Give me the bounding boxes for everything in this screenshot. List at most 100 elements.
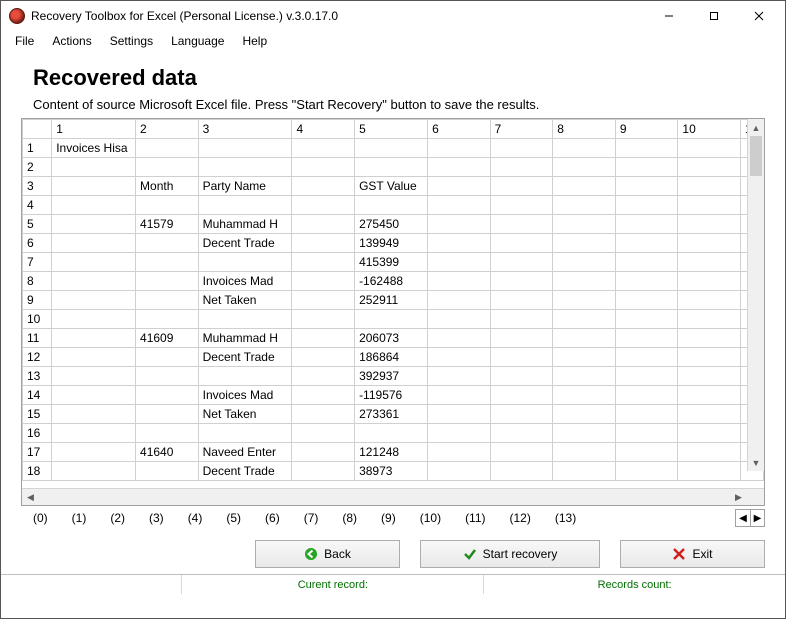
cell[interactable] (428, 424, 491, 443)
row-header[interactable]: 6 (23, 234, 52, 253)
cell[interactable] (428, 158, 491, 177)
cell[interactable] (198, 158, 292, 177)
cell[interactable] (136, 196, 199, 215)
cell[interactable] (615, 215, 678, 234)
cell[interactable] (678, 367, 741, 386)
cell[interactable] (292, 424, 355, 443)
menu-actions[interactable]: Actions (44, 32, 99, 50)
cell[interactable] (615, 329, 678, 348)
cell[interactable] (198, 424, 292, 443)
row-header[interactable]: 2 (23, 158, 52, 177)
cell[interactable]: 121248 (355, 443, 428, 462)
row-header[interactable]: 9 (23, 291, 52, 310)
cell[interactable] (553, 348, 616, 367)
cell[interactable] (292, 234, 355, 253)
cell[interactable] (678, 196, 741, 215)
cell[interactable] (52, 405, 136, 424)
row-header[interactable]: 13 (23, 367, 52, 386)
cell[interactable]: 206073 (355, 329, 428, 348)
cell[interactable] (490, 462, 553, 481)
back-button[interactable]: Back (255, 540, 400, 568)
cell[interactable] (490, 424, 553, 443)
cell[interactable]: 186864 (355, 348, 428, 367)
cell[interactable] (52, 215, 136, 234)
cell[interactable] (615, 272, 678, 291)
cell[interactable] (292, 215, 355, 234)
cell[interactable] (490, 272, 553, 291)
cell[interactable] (678, 215, 741, 234)
cell[interactable] (615, 291, 678, 310)
cell[interactable] (355, 310, 428, 329)
cell[interactable] (615, 386, 678, 405)
cell[interactable] (615, 367, 678, 386)
cell[interactable] (615, 158, 678, 177)
cell[interactable] (490, 443, 553, 462)
cell[interactable]: Decent Trade (198, 462, 292, 481)
cell[interactable] (615, 139, 678, 158)
cell[interactable] (292, 405, 355, 424)
cell[interactable]: Decent Trade (198, 348, 292, 367)
sheet-tab[interactable]: (8) (330, 511, 369, 525)
cell[interactable] (615, 405, 678, 424)
sheet-tab[interactable]: (13) (543, 511, 588, 525)
cell[interactable] (553, 158, 616, 177)
cell[interactable]: Muhammad H (198, 329, 292, 348)
cell[interactable] (428, 272, 491, 291)
cell[interactable] (428, 367, 491, 386)
cell[interactable] (52, 253, 136, 272)
cell[interactable] (52, 196, 136, 215)
cell[interactable]: Decent Trade (198, 234, 292, 253)
cell[interactable] (490, 177, 553, 196)
cell[interactable] (678, 158, 741, 177)
cell[interactable] (615, 253, 678, 272)
col-header[interactable]: 8 (553, 120, 616, 139)
sheet-prev-icon[interactable]: ◀ (736, 510, 750, 526)
cell[interactable] (615, 348, 678, 367)
cell[interactable] (553, 424, 616, 443)
cell[interactable]: 38973 (355, 462, 428, 481)
col-header[interactable]: 1 (52, 120, 136, 139)
cell[interactable] (678, 253, 741, 272)
cell[interactable] (615, 177, 678, 196)
row-header[interactable]: 16 (23, 424, 52, 443)
cell[interactable] (678, 234, 741, 253)
sheet-next-icon[interactable]: ▶ (750, 510, 764, 526)
sheet-tab[interactable]: (11) (453, 511, 497, 525)
cell[interactable] (355, 424, 428, 443)
cell[interactable] (136, 158, 199, 177)
cell[interactable] (615, 310, 678, 329)
cell[interactable]: -119576 (355, 386, 428, 405)
cell[interactable] (136, 310, 199, 329)
scroll-right-icon[interactable]: ▶ (730, 489, 747, 505)
cell[interactable] (678, 291, 741, 310)
cell[interactable] (678, 310, 741, 329)
maximize-button[interactable] (691, 2, 736, 30)
start-recovery-button[interactable]: Start recovery (420, 540, 600, 568)
sheet-tab[interactable]: (1) (60, 511, 99, 525)
row-header[interactable]: 11 (23, 329, 52, 348)
cell[interactable] (292, 367, 355, 386)
cell[interactable] (52, 386, 136, 405)
cell[interactable] (292, 196, 355, 215)
cell[interactable] (292, 310, 355, 329)
cell[interactable] (292, 443, 355, 462)
cell[interactable]: Invoices Hisa (52, 139, 136, 158)
cell[interactable]: Invoices Mad (198, 386, 292, 405)
cell[interactable] (52, 158, 136, 177)
cell[interactable] (678, 386, 741, 405)
cell[interactable] (678, 424, 741, 443)
cell[interactable]: 392937 (355, 367, 428, 386)
cell[interactable] (136, 367, 199, 386)
cell[interactable] (136, 348, 199, 367)
cell[interactable]: Invoices Mad (198, 272, 292, 291)
row-header[interactable]: 8 (23, 272, 52, 291)
cell[interactable]: 41640 (136, 443, 199, 462)
cell[interactable] (52, 329, 136, 348)
cell[interactable] (198, 253, 292, 272)
cell[interactable] (490, 234, 553, 253)
cell[interactable]: 41609 (136, 329, 199, 348)
sheet-tab[interactable]: (5) (214, 511, 253, 525)
cell[interactable] (292, 158, 355, 177)
sheet-tab[interactable]: (3) (137, 511, 176, 525)
cell[interactable] (428, 215, 491, 234)
